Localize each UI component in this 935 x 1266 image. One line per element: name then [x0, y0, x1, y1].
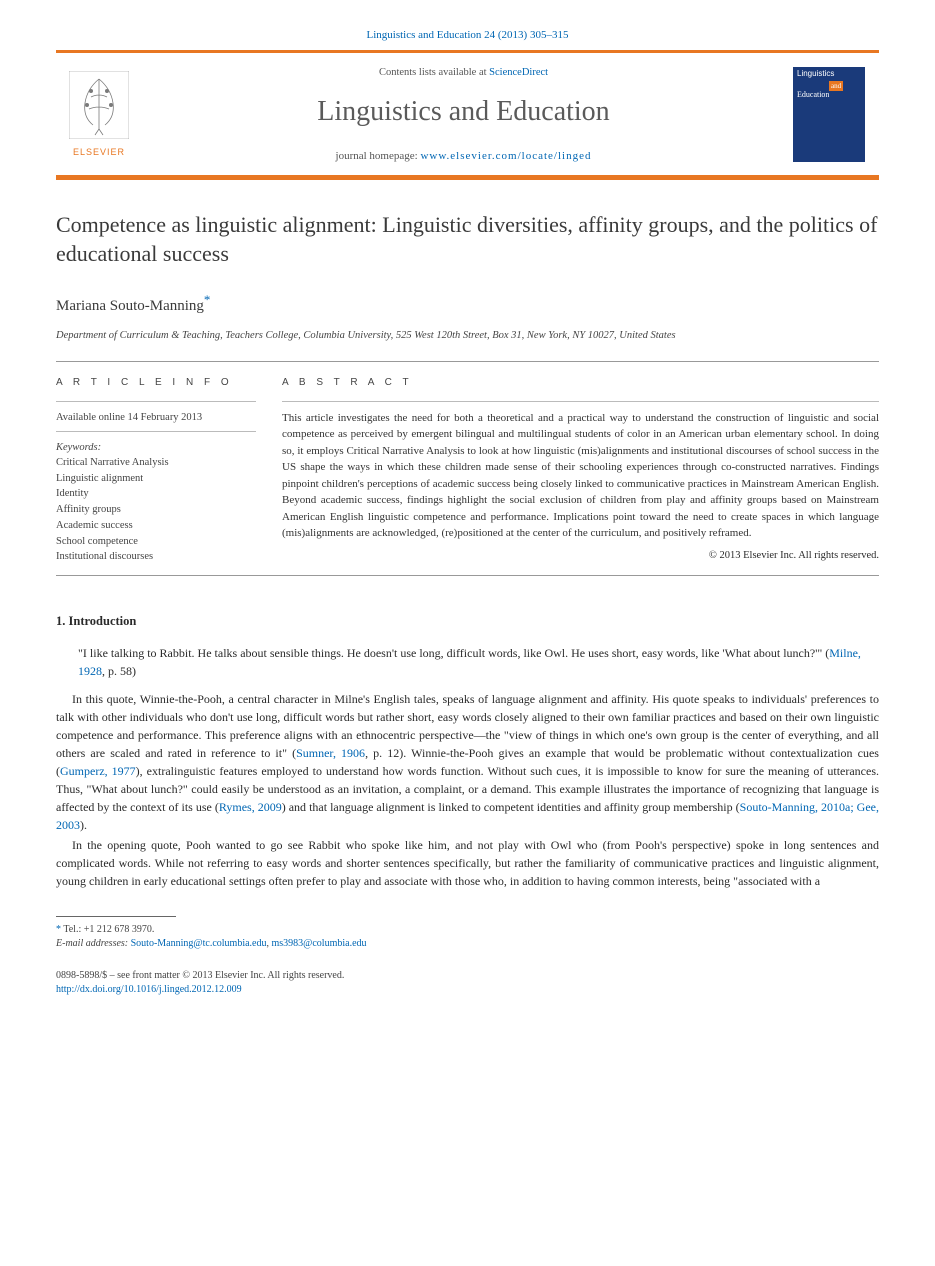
affiliation: Department of Curriculum & Teaching, Tea…: [56, 328, 879, 343]
info-sub-rule-2: [56, 431, 256, 432]
homepage-line: journal homepage: www.elsevier.com/locat…: [144, 149, 783, 165]
keyword: School competence: [56, 534, 256, 550]
corresponding-marker: *: [56, 924, 61, 935]
homepage-link[interactable]: www.elsevier.com/locate/linged: [420, 150, 591, 162]
author-line: Mariana Souto-Manning*: [56, 291, 879, 318]
quote-text: "I like talking to Rabbit. He talks abou…: [78, 646, 829, 660]
front-matter-block: 0898-5898/$ – see front matter © 2013 El…: [56, 969, 879, 997]
keyword: Institutional discourses: [56, 549, 256, 565]
header-center: Contents lists available at ScienceDirec…: [134, 65, 793, 165]
abstract-heading: A B S T R A C T: [282, 376, 879, 391]
keywords-heading: Keywords:: [56, 440, 256, 455]
email-link[interactable]: ms3983@columbia.edu: [271, 938, 366, 949]
info-abstract-row: A R T I C L E I N F O Available online 1…: [56, 362, 879, 575]
abstract-copyright: © 2013 Elsevier Inc. All rights reserved…: [282, 548, 879, 563]
opening-quote: "I like talking to Rabbit. He talks abou…: [78, 644, 879, 680]
keyword: Affinity groups: [56, 502, 256, 518]
author-name: Mariana Souto-Manning: [56, 298, 204, 314]
article-info-column: A R T I C L E I N F O Available online 1…: [56, 376, 256, 565]
tel-number: +1 212 678 3970.: [84, 924, 155, 935]
front-matter-line: 0898-5898/$ – see front matter © 2013 El…: [56, 969, 879, 983]
citation-link[interactable]: Gumperz, 1977: [60, 764, 136, 778]
citation-link[interactable]: Rymes, 2009: [219, 800, 282, 814]
footnote-tel: * Tel.: +1 212 678 3970.: [56, 923, 879, 937]
divider-orange-top: [56, 50, 879, 53]
online-date: Available online 14 February 2013: [56, 410, 256, 425]
section-1-heading: 1. Introduction: [56, 612, 879, 630]
tel-label: Tel.:: [63, 924, 83, 935]
abstract-sub-rule: [282, 401, 879, 402]
sciencedirect-link[interactable]: ScienceDirect: [489, 67, 548, 78]
body-paragraph-1: In this quote, Winnie-the-Pooh, a centra…: [56, 690, 879, 834]
email-link[interactable]: Souto-Manning@tc.columbia.edu: [131, 938, 267, 949]
doi-link[interactable]: http://dx.doi.org/10.1016/j.linged.2012.…: [56, 984, 242, 995]
cover-and: and: [829, 81, 843, 91]
footnote-rule: [56, 916, 176, 917]
rule-below-abstract: [56, 575, 879, 576]
journal-reference: Linguistics and Education 24 (2013) 305–…: [56, 28, 879, 44]
journal-cover-thumbnail: Linguistics and Education: [793, 67, 865, 162]
page-root: Linguistics and Education 24 (2013) 305–…: [0, 0, 935, 1037]
publisher-name: ELSEVIER: [64, 146, 134, 159]
quote-tail: , p. 58): [102, 664, 136, 678]
footnote-email: E-mail addresses: Souto-Manning@tc.colum…: [56, 937, 879, 951]
divider-orange-bottom: [56, 175, 879, 180]
publisher-logo: ELSEVIER: [64, 71, 134, 159]
journal-name: Linguistics and Education: [144, 92, 783, 133]
corresponding-marker: *: [204, 292, 211, 307]
article-info-heading: A R T I C L E I N F O: [56, 376, 256, 391]
keyword: Identity: [56, 486, 256, 502]
contents-prefix: Contents lists available at: [379, 67, 489, 78]
contents-available-line: Contents lists available at ScienceDirec…: [144, 65, 783, 80]
body-paragraph-2: In the opening quote, Pooh wanted to go …: [56, 836, 879, 890]
journal-header: ELSEVIER Contents lists available at Sci…: [56, 55, 879, 175]
keyword: Critical Narrative Analysis: [56, 455, 256, 471]
keyword: Linguistic alignment: [56, 471, 256, 487]
article-title: Competence as linguistic alignment: Ling…: [56, 210, 879, 269]
abstract-text: This article investigates the need for b…: [282, 410, 879, 542]
keyword: Academic success: [56, 518, 256, 534]
elsevier-tree-icon: [69, 71, 129, 139]
cover-line1: Linguistics: [793, 67, 865, 82]
email-label: E-mail addresses:: [56, 938, 131, 949]
cover-line2: Education: [797, 89, 829, 101]
abstract-column: A B S T R A C T This article investigate…: [282, 376, 879, 565]
homepage-prefix: journal homepage:: [336, 150, 421, 162]
citation-link[interactable]: Sumner, 1906: [296, 746, 365, 760]
info-sub-rule-1: [56, 401, 256, 402]
